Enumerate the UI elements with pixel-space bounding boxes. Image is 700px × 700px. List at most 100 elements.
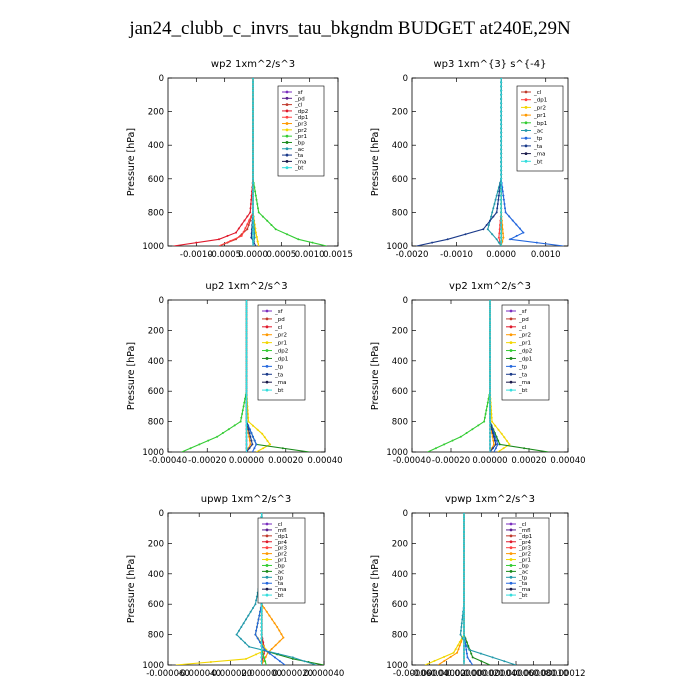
series-marker_bt [252, 165, 254, 168]
series-marker_dp2 [250, 194, 253, 197]
series-marker_bp [262, 656, 265, 659]
legend-entry: _tp [533, 136, 543, 142]
series-marker_bt [245, 363, 248, 366]
legend: _sf_pd_cl_dp2_dp1_pr3_pr2_pr1_bp_ac_ta_m… [277, 85, 325, 177]
series-marker_pr2 [255, 236, 258, 238]
legend-marker [509, 569, 513, 573]
y-tick-label: 0 [403, 509, 408, 519]
series-marker_bt [245, 306, 248, 309]
series-marker_pr2 [449, 655, 452, 658]
series-marker_tp [504, 207, 506, 210]
legend-entry: _ta [533, 144, 542, 150]
series-marker_pr2 [492, 439, 495, 442]
series-marker_tp [253, 447, 256, 450]
series-marker_bt [500, 156, 503, 159]
legend-marker [509, 364, 513, 368]
series-marker_tp [518, 227, 521, 230]
y-tick-label: 200 [148, 108, 164, 118]
legend-marker [285, 122, 289, 125]
series-marker_bt [245, 413, 248, 415]
series-marker_pr1 [503, 436, 506, 439]
series-marker_bt [489, 318, 491, 320]
series-marker_bt [500, 182, 503, 184]
series-marker_bt [463, 591, 465, 594]
legend-entry: _cl [518, 522, 527, 528]
x-tick-label: -0.00006 [393, 669, 431, 679]
x-tick-label: 0.0010 [531, 250, 561, 260]
legend-marker [509, 528, 513, 532]
series-marker_ac [253, 236, 256, 239]
series-marker_bt [500, 211, 503, 214]
legend-entry: _pr3 [274, 546, 288, 552]
x-tick-label: -0.000020 [209, 669, 253, 679]
legend-marker [509, 540, 513, 544]
series-marker_bt [500, 207, 503, 210]
legend-entry: _pr1 [294, 134, 307, 140]
series-marker_dp2 [189, 447, 192, 450]
series-marker_tp [252, 607, 254, 609]
series-marker_bt [260, 513, 263, 514]
series-marker_bt [500, 165, 503, 168]
series-marker_bt [463, 576, 465, 579]
x-tick-label: 0.00004 [481, 669, 516, 679]
series-marker_bt [500, 240, 503, 243]
series-marker_ac [495, 194, 498, 197]
legend-entry: _sf [294, 90, 304, 96]
series-marker_bt [245, 325, 248, 328]
series-line_ta [416, 78, 502, 246]
series-marker_tp [254, 603, 257, 606]
series-marker_ac [495, 238, 498, 241]
series-marker_bt [252, 93, 254, 96]
legend-marker [509, 534, 513, 538]
series-marker_tp [248, 645, 251, 648]
legend-entry: _ma [518, 587, 530, 593]
series-marker_bt [260, 607, 263, 609]
legend-entry: _ac [294, 147, 304, 153]
plot-2: wp3 1xm^{3} s^{-4}02004006008001000-0.00… [370, 59, 569, 260]
series-marker_pr1 [501, 228, 504, 231]
legend-marker [265, 388, 269, 392]
series-marker_bt [500, 177, 503, 180]
series-marker_bt [500, 224, 503, 226]
legend-entry: _pr3 [294, 122, 308, 128]
series-marker_bt [252, 215, 254, 218]
series-marker_bt [260, 641, 263, 644]
legend-entry: _pr1 [518, 341, 531, 347]
series-line_pr1 [424, 513, 465, 665]
series-marker_ac [490, 215, 493, 218]
legend-entry: _sf [518, 309, 528, 315]
series-marker_bt [500, 152, 503, 155]
legend-marker [285, 90, 289, 94]
series-marker_bt [252, 177, 254, 180]
series-marker_bt [252, 85, 254, 88]
legend-entry: _cl [274, 522, 283, 528]
series-marker_tp [239, 637, 242, 640]
series-marker_bp [264, 660, 267, 663]
series-marker_tp [511, 219, 514, 222]
series-marker_ta [496, 203, 499, 205]
series-marker_dp2 [233, 424, 236, 427]
legend-entry: _mfl [518, 528, 531, 534]
series-marker_pr1 [454, 648, 457, 651]
legend: _cl _dp1_pr2 _pr1 _bp1 _ac_tp _ta _ma_bt [516, 85, 564, 172]
series-marker_bt [500, 190, 503, 193]
series-marker_ac [253, 232, 256, 235]
legend-marker [285, 103, 289, 107]
series-marker_dp2 [216, 435, 219, 438]
series-marker_bt [252, 131, 254, 134]
legend-marker [524, 144, 528, 148]
series-marker_bt [489, 325, 491, 328]
series-marker_bt [463, 584, 465, 587]
series-marker_ta [255, 626, 258, 628]
series-marker_bt [500, 144, 503, 147]
series-marker_dp1 [244, 227, 247, 230]
x-tick-label: -0.00040 [149, 456, 187, 466]
series-marker_ac [492, 207, 495, 210]
series-marker_tp [247, 614, 250, 617]
plot-4: vp2 1xm^2/s^3 0 200 400 600 800 1000-0.00040 -0… [370, 281, 586, 466]
series-marker_pr1 [443, 655, 446, 658]
legend-entry: _ta [274, 581, 283, 587]
series-line_dp2 [181, 300, 248, 452]
series-marker_ta [492, 435, 495, 438]
legend-entry: _cl [274, 325, 283, 331]
